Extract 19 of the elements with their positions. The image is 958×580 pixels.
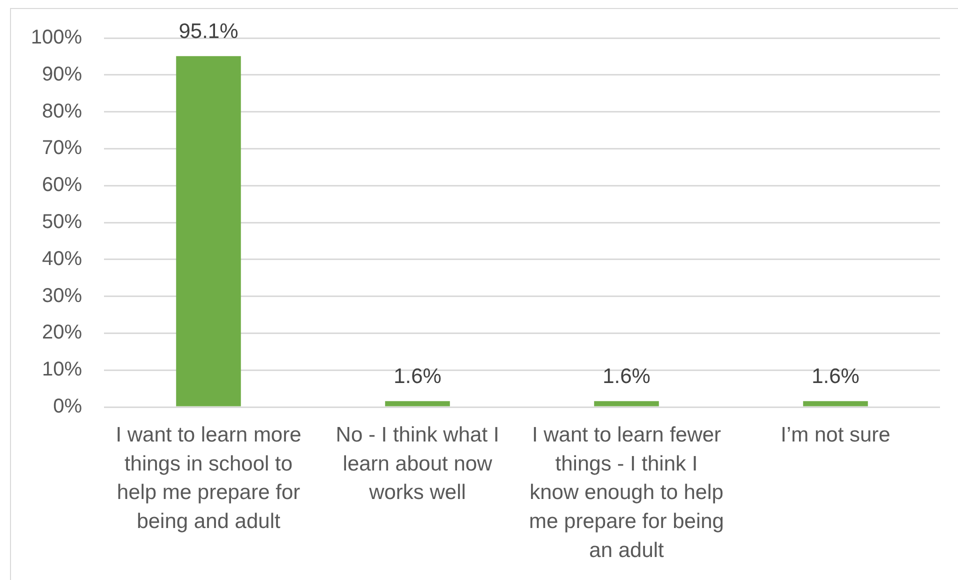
x-tick-label: I want to learn more things in school to help me prepare for being and adult <box>116 423 302 534</box>
data-label: 1.6% <box>812 365 860 388</box>
x-tick-label: No - I think what I learn about now works well <box>336 423 500 504</box>
y-tick-label: 100% <box>30 26 82 49</box>
y-tick-label: 10% <box>42 358 82 381</box>
y-tick-label: 90% <box>42 63 82 86</box>
y-tick-label: 0% <box>53 396 82 418</box>
data-label: 95.1% <box>178 20 238 44</box>
y-tick-label: 80% <box>42 100 82 122</box>
x-tick-label: I’m not sure <box>780 423 890 446</box>
data-label: 1.6% <box>602 365 650 388</box>
y-tick-label: 50% <box>42 211 82 234</box>
y-tick-label: 40% <box>42 248 82 270</box>
x-tick-label: I want to learn fewer things - I think I know enough to help me prepare for being an adult <box>529 423 724 562</box>
y-tick-label: 20% <box>42 322 82 344</box>
data-label: 1.6% <box>394 365 442 388</box>
y-tick-label: 60% <box>42 174 82 196</box>
y-tick-label: 70% <box>42 137 82 160</box>
y-tick-label: 30% <box>42 284 82 307</box>
